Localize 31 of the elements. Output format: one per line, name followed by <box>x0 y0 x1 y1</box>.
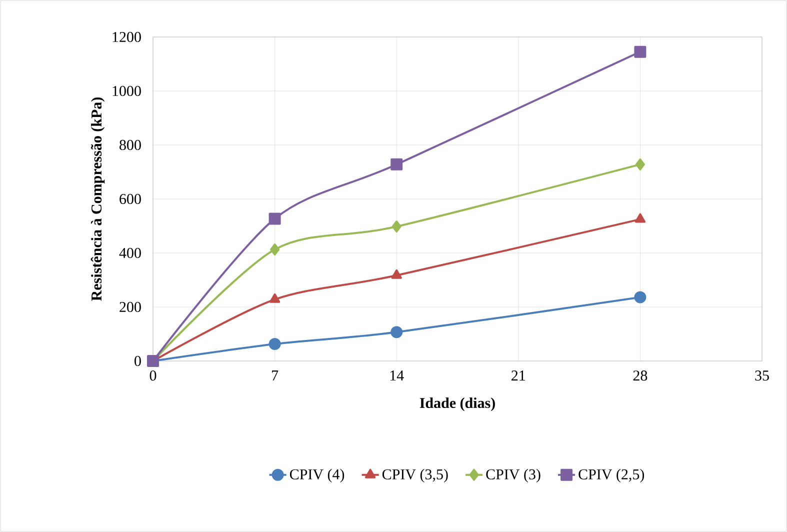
point <box>391 269 402 279</box>
point <box>268 212 281 225</box>
point <box>392 220 402 233</box>
y-tick-label: 1000 <box>112 86 141 96</box>
point <box>270 243 280 256</box>
x-tick-label: 7 <box>272 370 278 380</box>
x-tick-label: 28 <box>633 370 648 381</box>
point <box>635 158 645 170</box>
legend-label: CPIV (3,5) <box>382 468 448 482</box>
y-tick-label: 1200 <box>112 32 141 42</box>
y-tick-label: 800 <box>120 140 141 150</box>
x-tick-label: 35 <box>755 370 769 381</box>
point <box>390 158 403 170</box>
point <box>268 338 281 350</box>
point <box>269 293 280 303</box>
x-tick-label: 21 <box>512 370 526 380</box>
legend-label: CPIV (3) <box>486 468 540 482</box>
x-axis-title: Idade (dias) <box>420 398 495 412</box>
x-tick-label: 0 <box>150 370 156 381</box>
legend-label: CPIV (4) <box>290 468 344 482</box>
y-tick-label: 600 <box>120 194 141 204</box>
legend-label: CPIV (2,5) <box>578 468 644 482</box>
y-tick-label: 0 <box>134 356 141 366</box>
point <box>634 46 646 58</box>
y-tick-label: 400 <box>119 248 141 258</box>
y-axis-title: Resistência à Compressão (kPa) <box>90 98 105 301</box>
point <box>634 291 646 304</box>
y-tick-label: 200 <box>120 302 141 312</box>
x-tick-label: 14 <box>390 370 404 380</box>
point <box>634 213 646 223</box>
point <box>390 326 403 338</box>
